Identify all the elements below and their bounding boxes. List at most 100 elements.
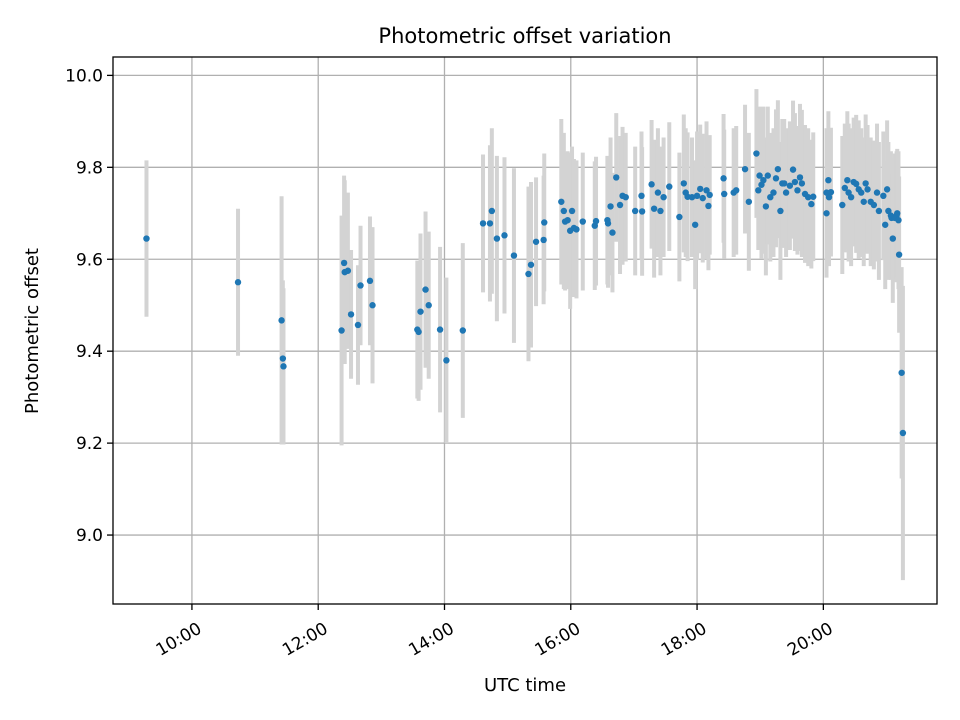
data-point <box>558 198 565 205</box>
y-tick-label: 9.4 <box>76 342 103 362</box>
y-tick-label: 9.0 <box>76 526 103 546</box>
data-point <box>760 176 767 184</box>
plot-frame <box>112 56 938 605</box>
data-point <box>827 188 835 196</box>
data-point <box>839 201 846 209</box>
data-point <box>459 327 467 334</box>
data-point <box>825 193 833 201</box>
data-point <box>697 185 704 193</box>
data-point <box>804 193 812 201</box>
data-point <box>344 267 352 274</box>
data-point <box>579 218 586 225</box>
data-point <box>895 251 903 258</box>
data-point <box>510 252 518 259</box>
data-point <box>882 221 889 228</box>
data-point <box>720 175 727 182</box>
data-point <box>772 175 780 182</box>
data-point <box>764 172 771 179</box>
y-tick-labels: 9.0 9.2 9.4 9.6 9.8 10.0 <box>65 66 103 546</box>
data-point <box>705 202 712 210</box>
data-point <box>486 220 494 227</box>
data-point <box>693 192 701 200</box>
x-axis-label: UTC time <box>484 675 566 696</box>
data-point <box>525 270 532 278</box>
data-point <box>650 205 658 212</box>
data-point <box>786 182 794 189</box>
data-point <box>810 193 817 200</box>
data-point <box>501 232 508 239</box>
data-point <box>143 235 150 242</box>
data-point <box>592 217 600 225</box>
data-point <box>808 200 815 208</box>
data-point <box>568 207 576 215</box>
data-point <box>680 180 688 187</box>
data-point <box>279 355 287 362</box>
data-point <box>366 277 374 285</box>
data-point <box>873 189 881 196</box>
data-point <box>527 261 535 268</box>
data-point <box>847 193 855 201</box>
data-point <box>858 189 865 196</box>
data-point <box>488 207 496 215</box>
data-points <box>143 150 907 437</box>
data-point <box>425 302 432 309</box>
data-point <box>895 216 902 224</box>
data-point <box>794 187 801 194</box>
data-point <box>666 183 673 190</box>
data-point <box>825 176 832 184</box>
data-point <box>770 189 777 196</box>
data-point <box>540 236 547 244</box>
data-point <box>741 165 749 173</box>
data-point <box>622 193 629 201</box>
data-point <box>864 186 871 193</box>
data-point <box>721 190 728 198</box>
data-point <box>609 229 616 236</box>
data-point <box>648 181 655 188</box>
data-point <box>631 207 639 215</box>
chart-title: Photometric offset variation <box>378 24 671 48</box>
data-point <box>745 198 753 205</box>
data-point <box>777 207 784 215</box>
data-point <box>791 178 799 186</box>
data-point <box>894 210 901 217</box>
data-point <box>660 193 667 201</box>
data-point <box>280 363 287 370</box>
data-point <box>676 213 683 221</box>
y-tick-label: 9.8 <box>76 158 103 178</box>
data-point <box>688 193 696 201</box>
data-point <box>699 194 706 202</box>
data-point <box>755 187 762 194</box>
y-tick-label: 9.2 <box>76 434 103 454</box>
data-point <box>852 180 860 188</box>
data-point <box>657 207 664 215</box>
data-point <box>354 321 362 329</box>
data-point <box>604 220 612 227</box>
data-point <box>774 165 782 173</box>
data-point <box>691 221 699 228</box>
y-tick-label: 10.0 <box>65 66 103 86</box>
data-point <box>479 220 487 227</box>
data-point <box>357 282 364 289</box>
y-tick-label: 9.6 <box>76 250 103 270</box>
data-point <box>347 311 355 318</box>
data-point <box>862 180 869 187</box>
data-point <box>733 187 740 194</box>
data-point <box>560 207 568 215</box>
data-point <box>789 166 797 173</box>
data-point <box>767 193 774 201</box>
data-point <box>607 203 614 210</box>
data-point <box>796 174 804 181</box>
data-point <box>860 198 867 205</box>
data-point <box>654 189 662 196</box>
data-point <box>756 172 763 179</box>
data-point <box>841 184 849 192</box>
data-point <box>870 201 878 209</box>
data-point <box>780 180 788 187</box>
data-point <box>234 279 242 286</box>
data-point <box>844 176 851 184</box>
data-point <box>883 186 891 193</box>
data-point <box>703 187 710 194</box>
data-point <box>532 238 540 245</box>
